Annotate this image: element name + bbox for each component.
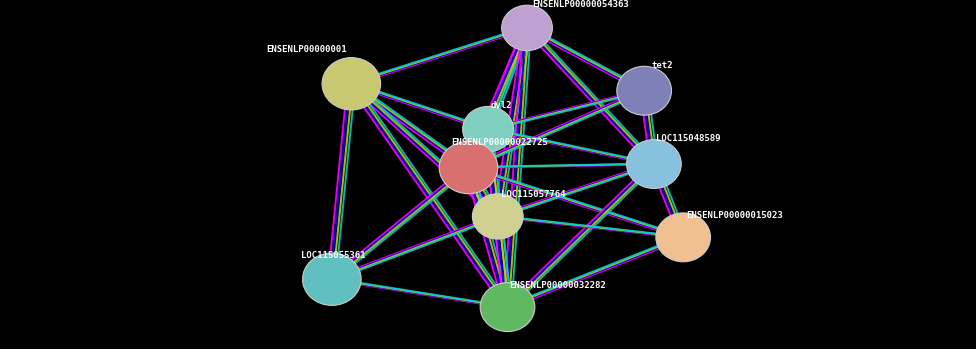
Text: ENSENLP00000001: ENSENLP00000001 — [265, 45, 346, 54]
Text: ENSENLP00000015023: ENSENLP00000015023 — [686, 211, 783, 220]
Text: tet2: tet2 — [652, 61, 673, 70]
Text: LOC115057764: LOC115057764 — [501, 190, 565, 199]
Ellipse shape — [322, 58, 381, 110]
Text: LOC115055361: LOC115055361 — [301, 251, 365, 260]
Ellipse shape — [656, 213, 711, 262]
Text: LOC115048589: LOC115048589 — [656, 134, 720, 143]
Ellipse shape — [617, 66, 671, 115]
Ellipse shape — [439, 141, 498, 194]
Text: dvl2: dvl2 — [491, 101, 512, 110]
Ellipse shape — [463, 106, 513, 152]
Ellipse shape — [472, 194, 523, 239]
Ellipse shape — [502, 5, 552, 51]
Text: ENSENLP00000054363: ENSENLP00000054363 — [532, 0, 629, 9]
Ellipse shape — [303, 253, 361, 305]
Text: ENSENLP00000032282: ENSENLP00000032282 — [509, 281, 606, 290]
Ellipse shape — [627, 140, 681, 188]
Ellipse shape — [480, 283, 535, 332]
Text: ENSENLP00000022725: ENSENLP00000022725 — [451, 138, 548, 147]
